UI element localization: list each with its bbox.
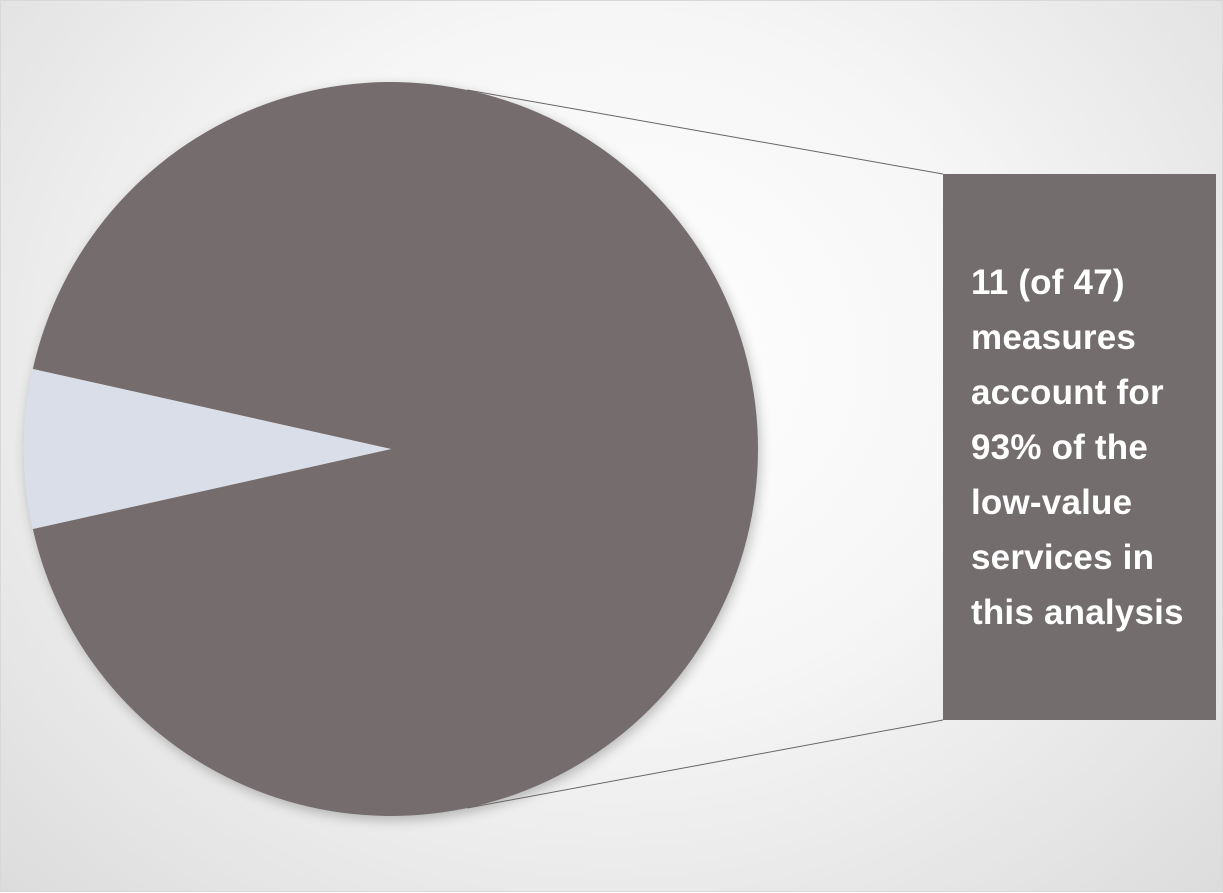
connector-line-bottom <box>467 719 944 809</box>
callout-text: 11 (of 47) measures account for 93% of t… <box>971 255 1184 640</box>
callout-line: 93% of the <box>971 427 1149 467</box>
pie-slice-minor <box>24 368 392 530</box>
callout-box: 11 (of 47) measures account for 93% of t… <box>943 174 1216 720</box>
callout-line: this analysis <box>971 592 1184 632</box>
callout-line: low-value <box>971 482 1133 522</box>
callout-line: 11 (of 47) <box>971 262 1125 302</box>
pie-slice-major <box>32 82 759 817</box>
callout-line: services in <box>971 537 1155 577</box>
connector-line-top <box>467 89 944 175</box>
callout-line: measures <box>971 317 1137 357</box>
callout-line: account for <box>971 372 1164 412</box>
